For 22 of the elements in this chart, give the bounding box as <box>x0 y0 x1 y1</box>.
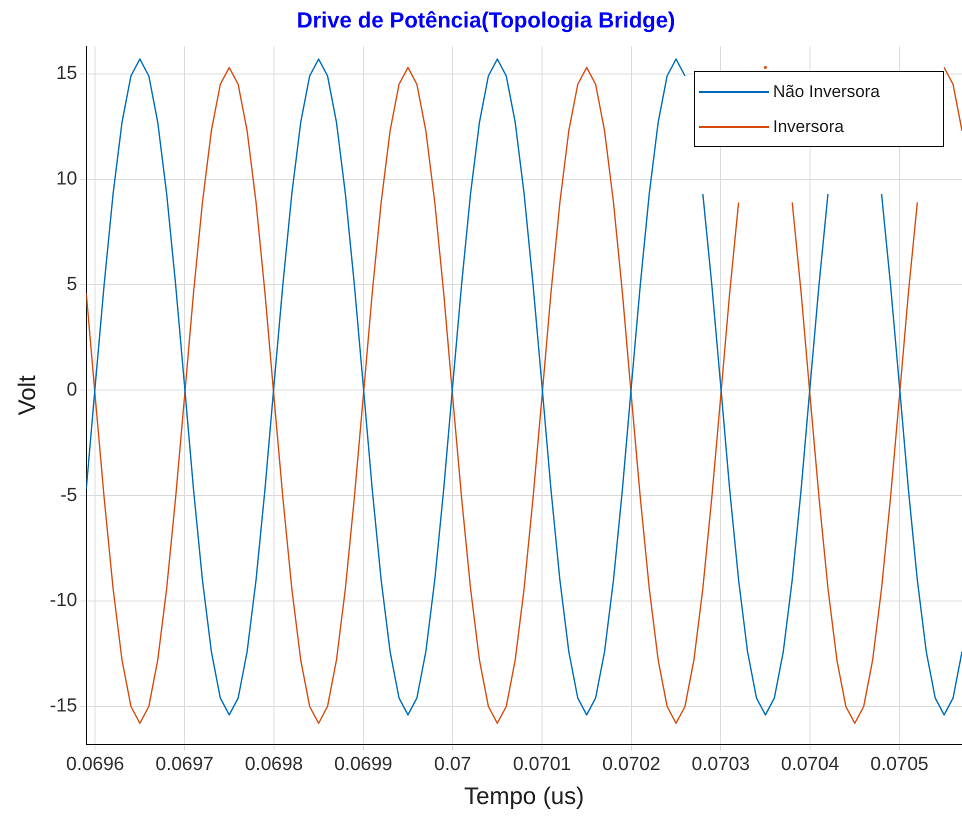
x-axis-title: Tempo (us) <box>464 783 584 810</box>
y-tick-label: 5 <box>66 274 78 295</box>
y-tick-label: -5 <box>60 484 78 506</box>
x-tick-label: 0.0705 <box>870 754 929 776</box>
x-tick-label: 0.0699 <box>334 754 392 776</box>
x-tick-label: 0.0701 <box>512 754 572 776</box>
y-axis-title: Volt <box>14 375 42 416</box>
x-tick-label: 0.0703 <box>692 754 750 776</box>
x-tick-label: 0.0702 <box>602 754 660 776</box>
y-tick-label: 10 <box>56 168 78 190</box>
legend-label: Inversora <box>773 116 844 137</box>
y-tick-label: -15 <box>50 696 78 717</box>
chart-title: Drive de Potência(Topologia Bridge) <box>296 7 676 32</box>
x-tick-label: 0.07 <box>434 754 472 776</box>
x-tick-label: 0.0696 <box>66 754 124 776</box>
legend-label: Não Inversora <box>773 82 880 102</box>
y-tick-label: -10 <box>50 590 78 612</box>
x-tick-label: 0.0697 <box>155 754 214 776</box>
y-tick-label: 0 <box>66 379 78 400</box>
x-tick-label: 0.0704 <box>781 754 840 776</box>
y-tick-label: 15 <box>56 63 78 84</box>
x-tick-label: 0.0698 <box>244 754 303 776</box>
